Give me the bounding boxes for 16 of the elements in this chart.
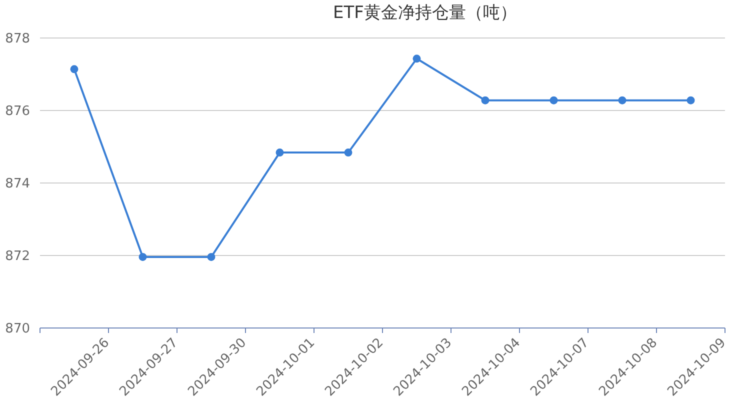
point	[618, 96, 626, 104]
point	[344, 148, 352, 157]
y-tick-label: 876	[5, 104, 30, 120]
y-tick-label: 874	[5, 176, 30, 192]
point	[207, 252, 216, 261]
point	[138, 252, 147, 261]
y-tick-label: 870	[5, 322, 30, 337]
point	[550, 96, 558, 104]
point	[70, 65, 78, 74]
chart-title: ETF黄金净持仓量（吨）	[333, 3, 517, 23]
y-tick-label: 872	[5, 249, 30, 264]
point	[481, 96, 490, 104]
point	[412, 54, 421, 63]
point	[686, 96, 695, 104]
y-tick-label: 878	[5, 32, 30, 47]
point	[276, 148, 284, 157]
